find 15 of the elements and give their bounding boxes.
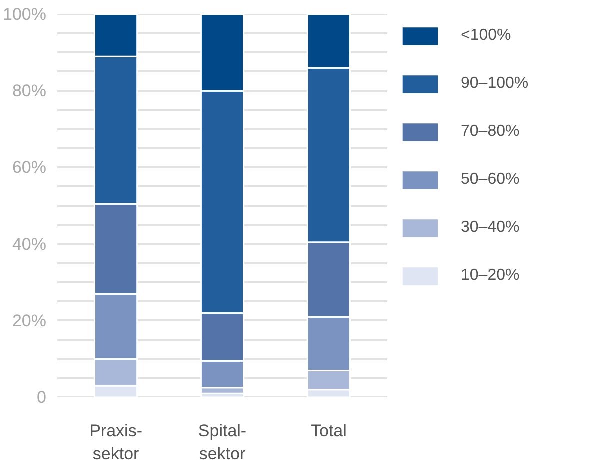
y-tick-label: 20% <box>12 311 47 330</box>
x-tick-label: Spital- sektor <box>198 422 247 464</box>
y-tick-label: 60% <box>12 158 47 178</box>
x-tick-label: Praxis- sektor <box>90 422 143 464</box>
y-tick-label: 40% <box>12 234 47 254</box>
legend-label: <100% <box>461 27 512 45</box>
y-tick-label: 80% <box>12 82 47 101</box>
legend-label: 70–80% <box>461 123 520 141</box>
y-tick-label: 100% <box>3 5 47 24</box>
legend-label: 50–60% <box>461 171 520 189</box>
legend-label: 90–100% <box>461 75 529 93</box>
x-tick-label: Total <box>310 422 347 440</box>
legend-label: 30–40% <box>461 219 520 237</box>
legend-label: 10–20% <box>461 267 520 285</box>
y-tick-label: 0 <box>37 388 47 407</box>
